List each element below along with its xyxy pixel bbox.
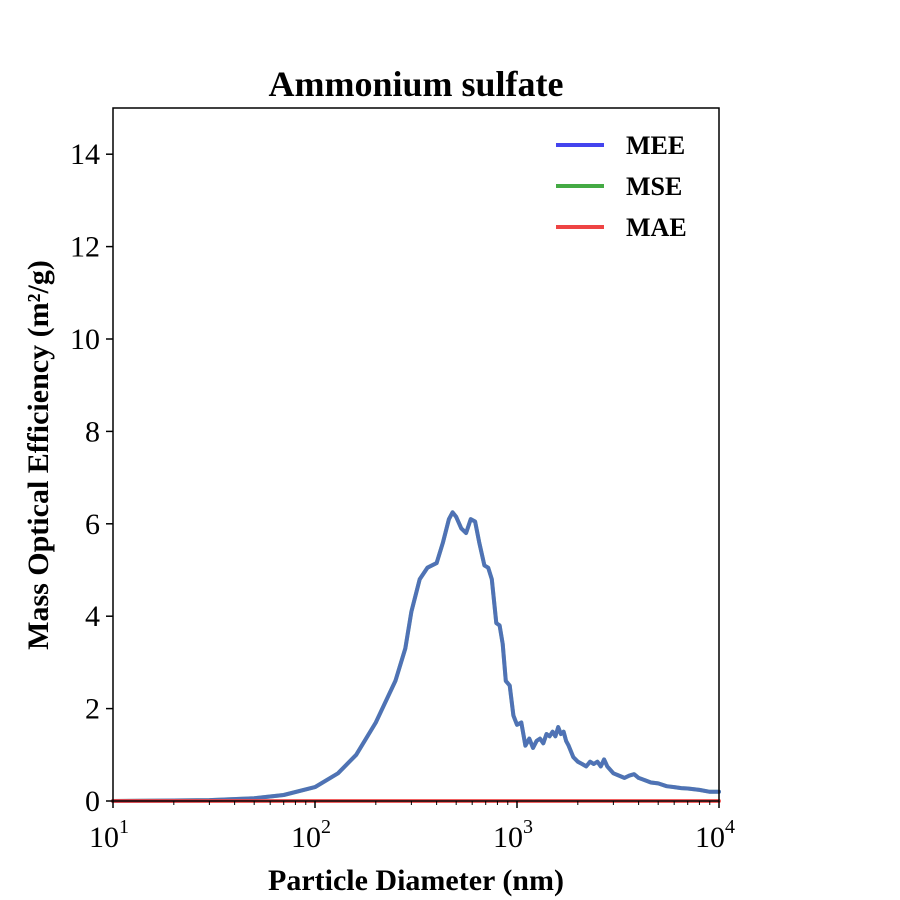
chart-title: Ammonium sulfate	[269, 64, 564, 104]
legend-label-mse: MSE	[626, 172, 682, 201]
legend: MEE MSE MAE	[556, 131, 687, 242]
legend-label-mae: MAE	[626, 213, 687, 242]
y-tick-label: 2	[85, 693, 100, 726]
plot-frame	[112, 107, 720, 802]
y-axis-label: Mass Optical Efficiency (m²/g)	[22, 260, 55, 650]
y-tick-label: 14	[70, 138, 100, 171]
x-axis-ticks: 101 102 103 104	[89, 801, 735, 854]
series-layer	[111, 510, 721, 803]
x-tick-label: 104	[695, 816, 735, 854]
y-tick-label: 4	[85, 600, 100, 633]
x-tick-label: 102	[291, 816, 331, 854]
x-tick-label: 103	[493, 816, 533, 854]
series-line-mse	[111, 510, 721, 803]
legend-label-mee: MEE	[626, 131, 685, 160]
y-axis-ticks: 0 2 4 6 8 10 12 14	[70, 138, 113, 818]
y-tick-label: 10	[70, 323, 100, 356]
x-axis-label: Particle Diameter (nm)	[268, 864, 564, 897]
y-tick-label: 0	[85, 785, 100, 818]
y-tick-label: 12	[70, 231, 100, 264]
x-tick-label: 101	[89, 816, 129, 854]
series-line-mee	[111, 510, 721, 803]
y-tick-label: 8	[85, 415, 100, 448]
y-tick-label: 6	[85, 508, 100, 541]
x-axis-minor-ticks	[173, 801, 711, 805]
